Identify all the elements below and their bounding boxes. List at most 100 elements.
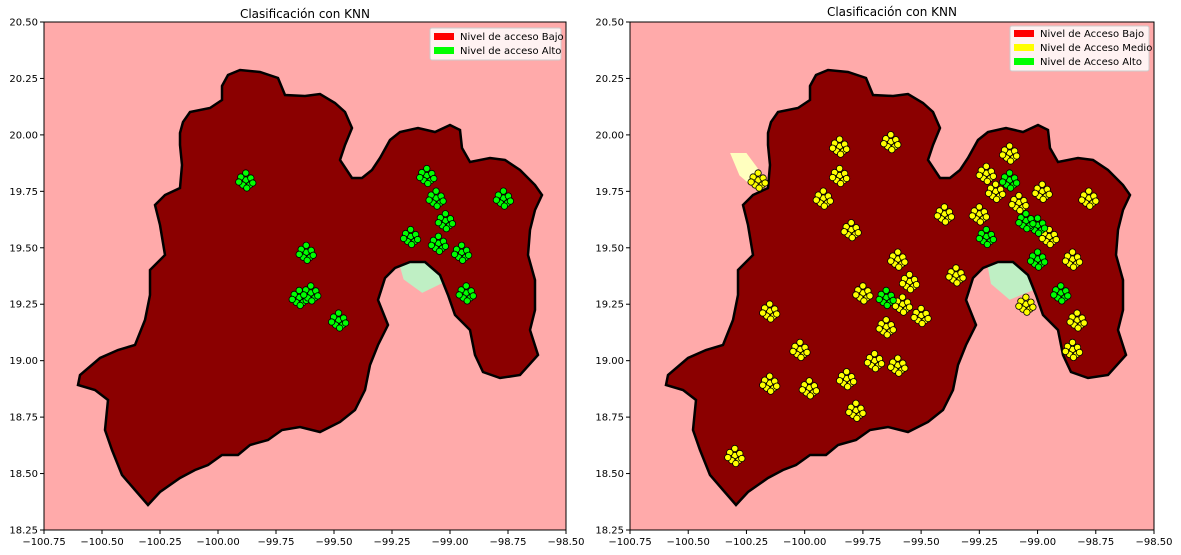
point-marker — [1092, 197, 1100, 205]
point-marker — [1061, 347, 1070, 355]
medio-cluster-24 — [1031, 180, 1053, 203]
alto-cluster-5 — [1050, 282, 1072, 305]
point-marker — [982, 213, 990, 221]
x-tick-label: −99.00 — [1019, 537, 1056, 548]
alto-cluster-3 — [427, 232, 449, 255]
point-marker — [249, 179, 257, 187]
point-marker — [755, 184, 763, 192]
point-marker — [797, 353, 805, 361]
alto-cluster-11 — [416, 164, 438, 188]
point-marker — [457, 241, 466, 249]
right-legend-label-medium: Nivel de Acceso Medio — [1040, 43, 1152, 54]
point-marker — [847, 219, 855, 227]
point-marker — [773, 310, 781, 318]
point-marker — [845, 408, 853, 416]
point-marker — [1068, 338, 1077, 346]
medio-cluster-34 — [845, 399, 867, 422]
x-tick-label: −100.50 — [667, 537, 710, 548]
point-marker — [423, 164, 431, 173]
point-marker — [302, 241, 310, 249]
left-legend-label-high: Nivel de acceso Alto — [460, 46, 561, 57]
point-marker — [812, 196, 820, 204]
point-marker — [458, 256, 467, 264]
y-tick-label: 20.00 — [595, 130, 624, 141]
point-marker — [1022, 210, 1030, 218]
alto-cluster-10 — [295, 241, 317, 264]
point-marker — [819, 187, 827, 195]
point-marker — [853, 414, 861, 422]
medio-cluster-16 — [759, 300, 781, 323]
medio-cluster-8 — [840, 219, 862, 242]
point-marker — [766, 300, 774, 308]
point-marker — [442, 225, 450, 233]
point-marker — [1022, 202, 1030, 210]
point-marker — [1015, 302, 1023, 310]
point-marker — [820, 202, 828, 210]
alto-cluster-8 — [300, 282, 322, 305]
point-marker — [759, 309, 767, 317]
point-marker — [952, 264, 960, 272]
right-legend-swatch-medium — [1014, 44, 1034, 51]
right-chart: Clasificación con KNN −100.75 −100.50 −100… — [595, 5, 1172, 548]
point-marker — [455, 291, 463, 299]
point-marker — [940, 203, 949, 211]
medio-cluster-9 — [863, 350, 886, 373]
point-marker — [842, 368, 851, 376]
point-marker — [812, 387, 820, 395]
point-marker — [947, 213, 956, 221]
medio-cluster-27 — [1078, 187, 1100, 210]
point-marker — [898, 279, 907, 288]
point-marker — [766, 372, 774, 380]
point-marker — [464, 251, 473, 259]
left-legend-swatch-high — [434, 47, 454, 54]
right-x-axis-ticks: −100.75 −100.50 −100.25 −100.00 −99.75 −99.50… — [608, 530, 1173, 548]
point-marker — [887, 257, 895, 265]
point-marker — [767, 315, 775, 323]
point-marker — [1008, 201, 1016, 209]
point-marker — [506, 197, 514, 205]
point-marker — [835, 164, 844, 173]
point-marker — [992, 195, 1001, 203]
point-marker — [905, 303, 914, 311]
left-chart-title: Clasificación con KNN — [240, 7, 370, 21]
medio-cluster-5 — [852, 282, 874, 305]
point-marker — [875, 295, 883, 303]
point-marker — [1015, 192, 1023, 200]
point-marker — [803, 348, 811, 356]
x-tick-label: −99.25 — [373, 537, 410, 548]
left-x-axis-ticks: −100.75 −100.50 −100.25 −100.00 −99.75 −99.50… — [22, 530, 585, 548]
point-marker — [836, 150, 845, 158]
point-marker — [1022, 293, 1030, 301]
y-tick-label: 20.50 — [595, 18, 624, 29]
point-marker — [747, 178, 755, 186]
medio-cluster-22 — [984, 180, 1007, 203]
point-marker — [1034, 248, 1042, 256]
medio-cluster-28 — [1066, 309, 1088, 332]
x-tick-label: −100.75 — [22, 537, 65, 548]
alto-cluster-4 — [1027, 248, 1049, 271]
point-marker — [835, 135, 844, 143]
point-marker — [888, 146, 896, 154]
point-marker — [840, 228, 848, 236]
y-tick-label: 20.00 — [9, 130, 38, 141]
point-marker — [407, 240, 416, 249]
medio-cluster-6 — [812, 187, 834, 210]
point-marker — [1086, 202, 1094, 210]
point-marker — [314, 292, 322, 300]
point-marker — [796, 338, 804, 346]
point-marker — [1041, 224, 1049, 232]
point-marker — [959, 274, 967, 282]
point-marker — [882, 286, 890, 294]
point-marker — [1035, 263, 1043, 271]
point-marker — [998, 151, 1007, 159]
left-plot-frame — [43, 21, 567, 531]
x-tick-label: −98.75 — [1077, 537, 1114, 548]
alto-cluster-2 — [434, 210, 456, 233]
point-marker — [435, 247, 443, 255]
point-marker — [877, 360, 886, 368]
point-marker — [1050, 291, 1058, 299]
point-marker — [1038, 180, 1046, 188]
point-marker — [895, 369, 903, 377]
medio-cluster-20 — [933, 203, 956, 226]
